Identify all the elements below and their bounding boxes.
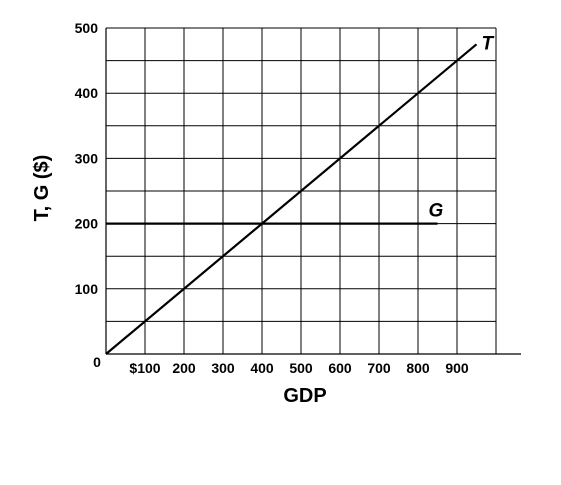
y-tick-label: 400 [75, 85, 99, 101]
x-tick-label: 400 [250, 360, 274, 376]
x-tick-label: 700 [367, 360, 391, 376]
x-tick-label: 200 [172, 360, 196, 376]
series-line-t [105, 43, 478, 355]
x-tick-label: $100 [129, 360, 160, 376]
y-axis-title: T, G ($) [31, 155, 53, 222]
x-tick-label: 800 [406, 360, 430, 376]
series-lines [105, 43, 478, 355]
x-tick-labels: $100 200 300 400 500 600 700 800 900 [129, 360, 468, 376]
series-labels: TG [429, 33, 495, 221]
y-tick-label: 500 [75, 20, 99, 36]
x-tick-label: 500 [289, 360, 313, 376]
x-tick-label: 600 [328, 360, 352, 376]
axes [105, 28, 521, 355]
series-label-t: T [482, 33, 495, 54]
series-label-g: G [429, 201, 444, 222]
x-tick-label: 900 [445, 360, 469, 376]
y-tick-labels: 100 200 300 400 500 [75, 20, 99, 297]
y-tick-label: 300 [75, 150, 99, 166]
x-tick-label: 300 [211, 360, 235, 376]
y-tick-label: 200 [75, 216, 99, 232]
x-axis-title: GDP [283, 385, 326, 407]
y-tick-label: 100 [75, 281, 99, 297]
origin-label: 0 [93, 354, 101, 370]
